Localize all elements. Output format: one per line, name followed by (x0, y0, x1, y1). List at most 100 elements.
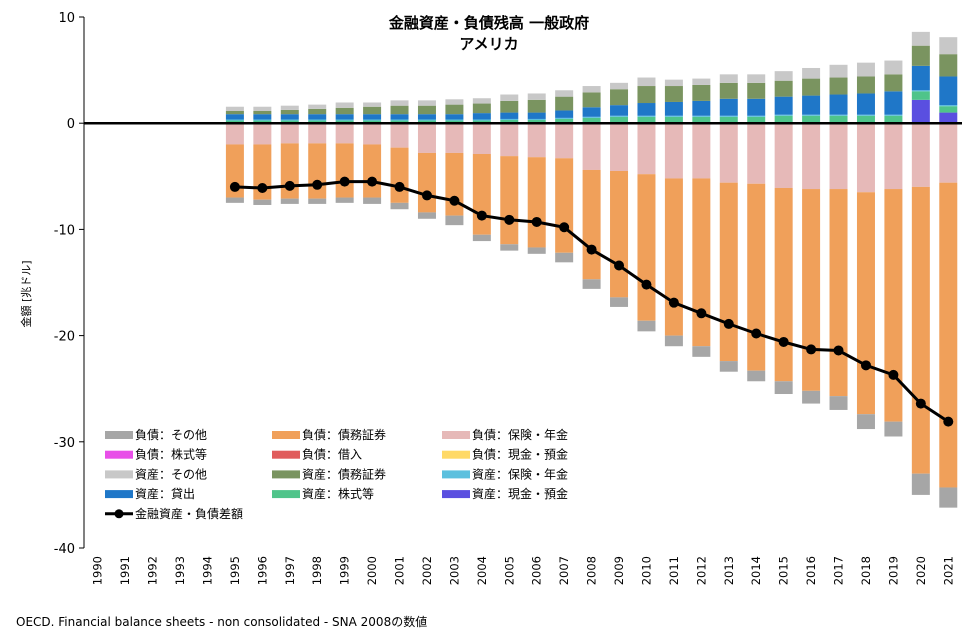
x-tick-label: 2008 (585, 556, 599, 585)
bar-asset_equity (500, 120, 519, 123)
x-tick-label: 2005 (502, 556, 516, 585)
net-point (614, 260, 625, 271)
bar-asset_other (390, 100, 409, 106)
bar-liab_ins (637, 123, 656, 175)
bar-asset_debt (911, 45, 930, 66)
net-point (778, 336, 789, 347)
bar-asset_other (527, 93, 546, 100)
bar-asset_ins (719, 115, 738, 117)
net-point (668, 297, 679, 308)
net-point (833, 345, 844, 356)
bar-liab_debt (445, 152, 464, 216)
bar-asset_loans (939, 76, 958, 106)
bar-asset_ins (417, 119, 436, 121)
x-tick-label: 2004 (475, 556, 489, 585)
bar-asset_other (253, 106, 272, 111)
bar-asset_cash (911, 99, 930, 124)
net-point (696, 308, 707, 319)
bar-asset_loans (829, 94, 848, 115)
bar-asset_debt (719, 82, 738, 99)
bar-asset_ins (500, 118, 519, 121)
bar-asset_equity (610, 116, 629, 123)
net-point (559, 222, 570, 233)
bar-liab_debt (582, 169, 601, 280)
bar-liab_debt (637, 174, 656, 321)
bar-liab_ins (280, 123, 299, 144)
legend-swatch-liab_other (105, 431, 133, 439)
net-point (915, 398, 926, 409)
x-tick-label: 2000 (365, 556, 379, 585)
chart-title: 金融資産・負債残高 一般政府 (388, 14, 589, 32)
bar-asset_equity (884, 115, 903, 123)
bar-asset_ins (610, 115, 629, 117)
bar-asset_equity (911, 91, 930, 100)
x-tick-label: 1991 (118, 556, 132, 585)
bar-liab_debt (472, 153, 491, 235)
legend-swatch-asset_debt (272, 470, 300, 479)
legend-label: 金融資産・負債差額 (135, 506, 243, 521)
bar-asset_equity (308, 120, 327, 123)
legend-label: 負債：その他 (135, 427, 207, 442)
bar-asset_loans (582, 107, 601, 117)
bar-liab_ins (829, 123, 848, 190)
bar-liab_other (527, 247, 546, 254)
net-point (531, 216, 542, 227)
bar-liab_ins (555, 123, 574, 159)
bar-liab_other (472, 234, 491, 242)
legend-swatch-liab_loans (272, 450, 300, 459)
bar-liab_ins (719, 123, 738, 183)
bar-liab_other (417, 212, 436, 219)
x-tick-label: 1995 (228, 556, 242, 585)
bar-asset_other (610, 82, 629, 90)
bar-asset_other (884, 60, 903, 75)
x-tick-label: 2003 (447, 556, 461, 585)
net-point (586, 244, 597, 255)
x-tick-label: 1993 (173, 556, 187, 585)
bar-asset_equity (472, 120, 491, 123)
bar-asset_other (417, 100, 436, 106)
bar-asset_ins (472, 119, 491, 121)
y-axis-label: 金額 [兆ドル] (19, 260, 33, 327)
bar-liab_debt (719, 182, 738, 362)
legend-swatch-asset_loans (105, 490, 133, 499)
bar-liab_ins (527, 123, 546, 158)
bar-asset_equity (527, 120, 546, 123)
bar-asset_debt (500, 100, 519, 113)
bar-liab_ins (445, 123, 464, 153)
legend-label: 資産：現金・預金 (472, 486, 568, 501)
bar-asset_debt (856, 76, 875, 94)
x-tick-label: 1997 (283, 556, 297, 585)
bar-asset_loans (610, 105, 629, 116)
bar-asset_ins (692, 115, 711, 117)
bar-asset_ins (445, 119, 464, 121)
legend-swatch-asset_ins (442, 470, 470, 479)
legend-label: 資産：貸出 (135, 486, 195, 501)
bar-asset_debt (527, 99, 546, 113)
bar-liab_debt (829, 189, 848, 397)
x-tick-label: 1994 (200, 556, 214, 585)
x-tick-label: 2001 (393, 556, 407, 585)
legend-label: 負債：保険・年金 (472, 427, 568, 442)
bar-liab_debt (774, 187, 793, 382)
bar-asset_debt (335, 107, 354, 115)
bar-liab_debt (225, 144, 244, 198)
x-tick-label: 2019 (886, 556, 900, 585)
x-tick-label: 2017 (832, 556, 846, 585)
bar-asset_equity (747, 116, 766, 123)
bar-asset_loans (253, 114, 272, 120)
chart-subtitle: アメリカ (459, 35, 518, 53)
bar-asset_loans (445, 114, 464, 120)
bar-asset_other (856, 62, 875, 77)
bar-asset_other (637, 77, 656, 87)
bar-liab_other (582, 279, 601, 289)
bar-liab_debt (610, 170, 629, 298)
bar-asset_debt (308, 108, 327, 115)
net-line (229, 176, 954, 427)
bar-asset_equity (802, 115, 821, 123)
bar-asset_other (555, 90, 574, 97)
y-tick-label: -40 (54, 542, 75, 557)
bar-liab_other (829, 396, 848, 410)
bar-liab_debt (884, 189, 903, 422)
bar-liab_debt (664, 178, 683, 336)
bar-liab_ins (363, 123, 382, 145)
